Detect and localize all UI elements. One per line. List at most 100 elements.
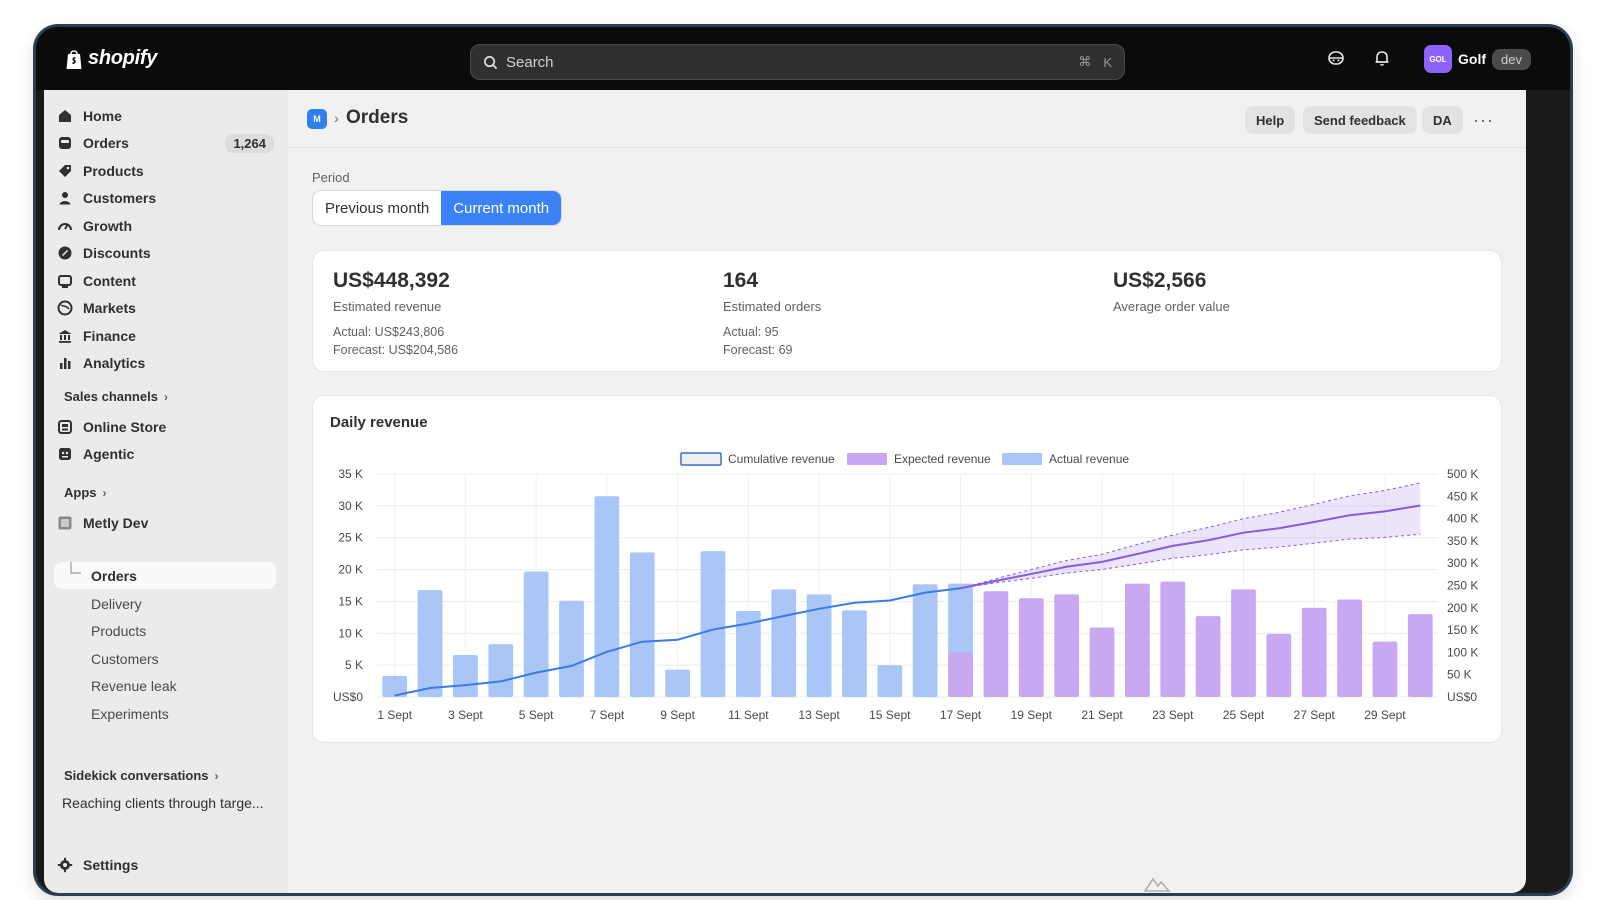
sidebar-subitem-revenue-leak[interactable]: Revenue leak <box>91 678 177 694</box>
actual-revenue-bar <box>453 654 478 697</box>
sidebar-item-online-store[interactable]: Online Store <box>56 414 274 440</box>
sidekick-heading[interactable]: Sidekick conversations › <box>64 768 219 783</box>
sidebar-item-growth[interactable]: Growth <box>56 213 274 239</box>
sidebar-item-label: Analytics <box>83 355 146 371</box>
app-badge-icon[interactable]: M <box>307 109 327 129</box>
x-tick-label: 19 Sept <box>1011 708 1053 722</box>
expected-revenue-bar <box>1195 616 1221 697</box>
expected-revenue-bar <box>1054 594 1080 697</box>
expected-revenue-bar <box>1372 641 1398 697</box>
sidekick-conversation-item[interactable]: Reaching clients through targe... <box>62 795 264 811</box>
sidebar-subitem-customers[interactable]: Customers <box>91 651 159 667</box>
y-left-tick-label: 15 K <box>338 594 363 608</box>
da-button[interactable]: DA <box>1422 106 1463 134</box>
y-right-tick-label: 150 K <box>1447 623 1478 637</box>
more-actions-icon[interactable]: ··· <box>1473 110 1494 130</box>
bell-icon[interactable] <box>1373 49 1391 72</box>
sidebar-item-finance[interactable]: Finance <box>56 323 274 349</box>
user-menu[interactable]: GOL Golf dev <box>1424 45 1531 73</box>
sidebar-item-metly-dev[interactable]: Metly Dev <box>56 510 274 536</box>
forecast-high-line <box>960 482 1421 589</box>
sales-channels-heading[interactable]: Sales channels › <box>64 389 168 404</box>
forecast-low-line <box>960 533 1421 589</box>
x-tick-label: 7 Sept <box>590 708 625 722</box>
actual-revenue-bar <box>559 600 584 697</box>
sidebar-item-label: Agentic <box>83 446 135 462</box>
sidebar-item-label: Discounts <box>83 245 151 261</box>
kpi-card: US$448,392 Estimated revenue Actual: US$… <box>312 250 1502 372</box>
top-bar: shopify Search ⌘ K <box>36 27 1570 90</box>
period-current-month-button[interactable]: Current month <box>441 191 562 225</box>
search-input[interactable]: Search ⌘ K <box>470 44 1125 80</box>
sidebar-item-markets[interactable]: Markets <box>56 295 274 321</box>
x-tick-label: 3 Sept <box>448 708 483 722</box>
sidebar-subitem-products[interactable]: Products <box>91 623 147 639</box>
sidebar-item-label: Orders <box>83 135 129 151</box>
send-feedback-button[interactable]: Send feedback <box>1303 106 1417 134</box>
home-icon <box>56 107 74 125</box>
sidebar-subitem-delivery[interactable]: Delivery <box>91 596 142 612</box>
x-tick-label: 15 Sept <box>869 708 911 722</box>
sidebar-item-agentic[interactable]: Agentic <box>56 441 274 467</box>
y-left-tick-label: 25 K <box>338 531 363 545</box>
sidebar-item-orders[interactable]: Orders 1,264 <box>56 130 274 156</box>
kpi-actual: Actual: 95 <box>723 325 779 339</box>
sidebar-item-home[interactable]: Home <box>56 103 274 129</box>
actual-revenue-bar <box>665 669 690 697</box>
apps-label: Apps <box>64 485 97 500</box>
actual-revenue-bar <box>594 496 620 697</box>
expected-revenue-bar <box>948 652 973 697</box>
x-tick-label: 25 Sept <box>1223 708 1265 722</box>
legend-label: Actual revenue <box>1049 452 1129 466</box>
sidekick-icon[interactable] <box>1327 49 1345 72</box>
cumulative-revenue-forecast-line <box>960 504 1421 590</box>
image-icon <box>56 272 74 290</box>
kpi-actual: Actual: US$243,806 <box>333 325 445 339</box>
daily-revenue-chart: US$0 5 K 10 K 15 K 20 K 25 K 30 K 35 K US$0 50 K 1… <box>333 452 1478 722</box>
period-previous-month-button[interactable]: Previous month <box>325 199 430 217</box>
person-icon <box>56 189 74 207</box>
x-tick-label: 29 Sept <box>1364 708 1406 722</box>
shopify-logo[interactable]: shopify <box>64 47 157 70</box>
sidebar-item-label: Online Store <box>83 419 167 435</box>
x-tick-label: 1 Sept <box>377 708 412 722</box>
legend-label: Expected revenue <box>894 452 991 466</box>
tree-branch-icon <box>70 562 81 574</box>
sidebar-item-settings[interactable]: Settings <box>56 852 274 878</box>
shopify-bag-icon <box>66 49 82 69</box>
expected-revenue-bar <box>1337 599 1362 697</box>
kpi-value: US$2,566 <box>1113 269 1207 292</box>
expected-revenue-bar <box>1231 589 1256 697</box>
main-content: M › Orders Help Send feedback DA ··· Per… <box>288 90 1526 893</box>
sidebar-item-label: Finance <box>83 328 136 344</box>
gear-icon <box>56 856 74 874</box>
page-header: M › Orders Help Send feedback DA ··· <box>288 90 1526 148</box>
actual-revenue-bar <box>806 594 832 697</box>
inbox-icon <box>56 134 74 152</box>
forecast-range-band <box>960 482 1421 589</box>
expected-revenue-bar <box>1407 614 1433 697</box>
sidebar-item-analytics[interactable]: Analytics <box>56 350 274 376</box>
kpi-label: Estimated revenue <box>333 299 442 314</box>
sidebar-item-discounts[interactable]: Discounts <box>56 240 274 266</box>
legend-label: Cumulative revenue <box>728 452 835 466</box>
shortcut-key: K <box>1103 54 1112 70</box>
expected-revenue-bar <box>1160 581 1186 697</box>
x-tick-label: 21 Sept <box>1081 708 1123 722</box>
globe-icon <box>56 299 74 317</box>
expected-revenue-bar <box>1089 627 1115 697</box>
apps-heading[interactable]: Apps › <box>64 485 107 500</box>
sidebar-item-content[interactable]: Content <box>56 268 274 294</box>
y-left-tick-label: 5 K <box>345 658 363 672</box>
help-button[interactable]: Help <box>1245 106 1296 134</box>
search-icon <box>484 55 498 69</box>
store-icon <box>56 418 74 436</box>
sidebar-item-customers[interactable]: Customers <box>56 185 274 211</box>
sidebar-item-products[interactable]: Products <box>56 158 274 184</box>
actual-revenue-bar <box>912 584 938 697</box>
y-left-tick-label: US$0 <box>333 690 363 704</box>
sidebar-subitem-orders[interactable]: Orders <box>91 568 137 584</box>
expected-revenue-bar <box>1018 598 1044 697</box>
y-right-tick-label: 50 K <box>1447 668 1472 682</box>
sidebar-subitem-experiments[interactable]: Experiments <box>91 706 169 722</box>
